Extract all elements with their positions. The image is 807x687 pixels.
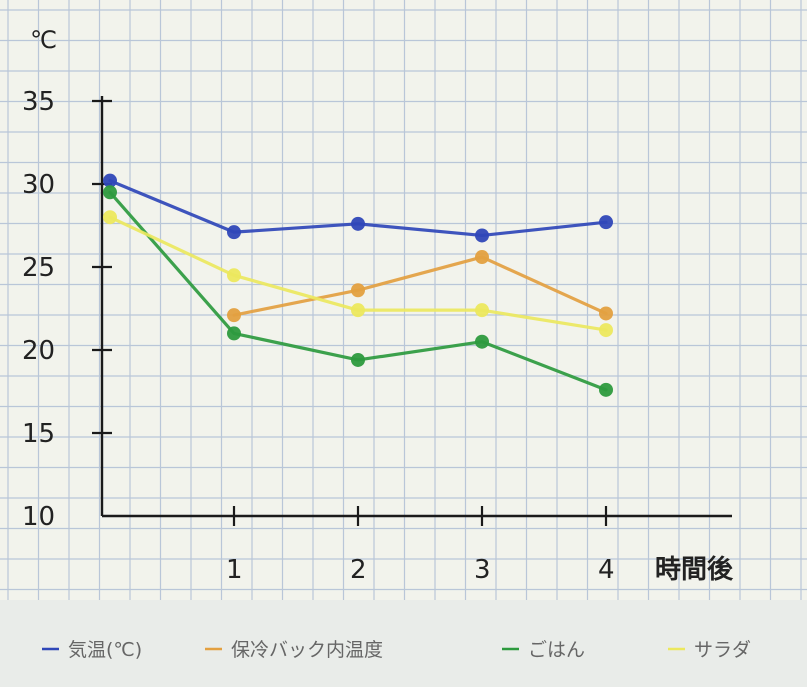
data-point [351, 352, 365, 367]
legend-label: 保冷バック内温度 [231, 639, 383, 661]
data-point [599, 382, 613, 397]
y-tick-label: 25 [22, 253, 55, 283]
y-axis-label: ℃ [30, 26, 57, 54]
y-tick-label: 20 [22, 336, 55, 366]
series-line [232, 255, 608, 317]
data-point [599, 215, 613, 230]
y-tick-label: 30 [22, 170, 55, 200]
data-point [475, 228, 489, 243]
x-tick-label: 4 [598, 555, 615, 585]
data-point [103, 210, 117, 225]
data-point [103, 185, 117, 200]
data-point [103, 173, 117, 188]
x-axis-label: 時間後 [655, 554, 734, 585]
legend-label: 気温(℃) [68, 639, 142, 661]
data-point [475, 334, 489, 349]
data-point [475, 250, 489, 265]
y-tick-label: 15 [22, 419, 55, 449]
legend: 気温(℃) 保冷バック内温度 ごはん サラダ [42, 639, 751, 661]
legend-paper [0, 600, 807, 687]
x-tick-label: 1 [226, 555, 243, 585]
data-point [227, 308, 241, 323]
x-tick-label: 2 [350, 555, 367, 585]
y-tick-label: 10 [22, 502, 55, 532]
labels: ℃ 時間後 [30, 26, 734, 585]
y-tick-label: 35 [22, 87, 55, 117]
series [103, 173, 613, 397]
data-point [599, 306, 613, 321]
data-point [351, 283, 365, 298]
grid [0, 0, 807, 600]
data-point [475, 303, 489, 318]
axes: 10 15 20 25 30 35 1 2 3 4 [22, 87, 732, 585]
x-tick-label: 3 [474, 555, 491, 585]
data-point [227, 268, 241, 283]
data-point [599, 323, 613, 338]
data-point [351, 216, 365, 231]
legend-label: サラダ [694, 639, 751, 661]
data-point [227, 225, 241, 240]
legend-label: ごはん [528, 639, 585, 661]
data-point [351, 303, 365, 318]
plot-paper [0, 0, 807, 600]
data-point [227, 326, 241, 341]
